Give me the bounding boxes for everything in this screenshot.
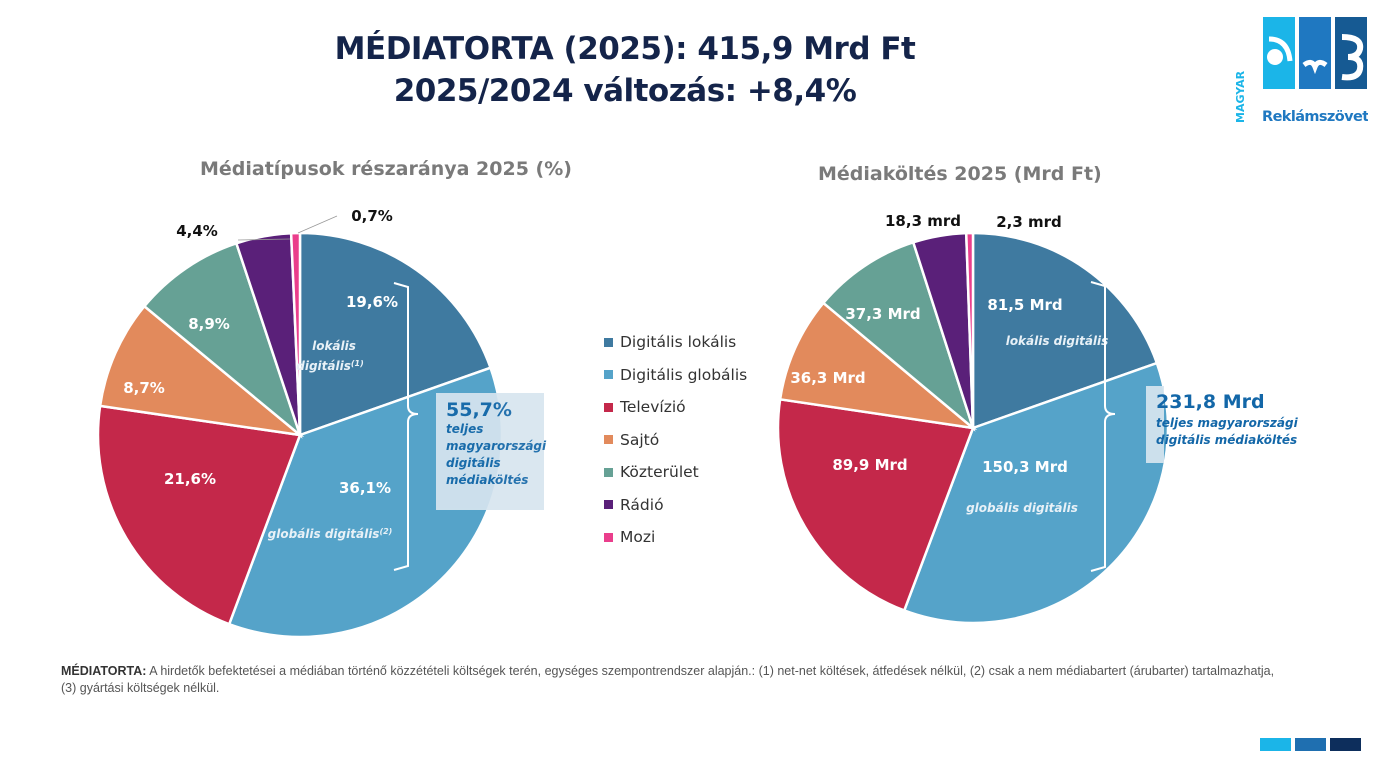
callout-1-line: digitális [446, 456, 501, 470]
slice-label: 0,7% [351, 207, 393, 225]
legend-label: Rádió [620, 495, 664, 514]
legend-item: Közterület [604, 456, 747, 489]
pie-slice-mozi [964, 231, 975, 429]
callout-1-line: magyarországi [446, 439, 547, 453]
logo-side-text: MAGYAR [1234, 70, 1247, 123]
slice-label: 8,9% [188, 315, 230, 333]
decor-bar-3 [1330, 738, 1361, 751]
title-line-1: MÉDIATORTA (2025): 415,9 Mrd Ft [334, 31, 916, 67]
digital-brace [393, 282, 419, 571]
callout-2-bg [1146, 386, 1164, 463]
slice-label: 89,9 Mrd [832, 456, 907, 474]
slice-label: 2,3 mrd [996, 213, 1062, 231]
chart-2-title: Médiaköltés 2025 (Mrd Ft) [818, 163, 1102, 185]
slice-label: 81,5 Mrd [987, 296, 1062, 314]
legend-swatch [604, 370, 613, 380]
slice-sublabel: lokális [312, 339, 356, 353]
decorative-bars [1260, 738, 1361, 751]
legend-label: Televízió [620, 398, 686, 417]
legend-item: Sajtó [604, 424, 747, 457]
slice-sublabel: digitális(1) [296, 359, 364, 374]
legend-swatch [604, 402, 613, 412]
legend-label: Digitális lokális [620, 333, 737, 352]
legend-item: Televízió [604, 391, 747, 424]
callout-1: 55,7% teljes magyarországi digitális méd… [436, 393, 547, 510]
page-title: MÉDIATORTA (2025): 415,9 Mrd Ft 2025/202… [0, 28, 1250, 112]
callout-2-line: digitális médiaköltés [1156, 433, 1298, 447]
legend-item: Mozi [604, 521, 747, 554]
legend-item: Rádió [604, 489, 747, 522]
legend-swatch [604, 337, 613, 347]
pie-chart-1: 19,6% 36,1% 21,6% 8,7% 8,9% 4,4% 0,7% lokális di… [96, 207, 504, 639]
legend-label: Mozi [620, 528, 656, 547]
pie-slice-sajt- [778, 301, 978, 430]
callout-1-value: 55,7% [446, 399, 512, 421]
legend-swatch [604, 500, 613, 510]
title-line-2: 2025/2024 változás: +8,4% [393, 73, 857, 109]
pie-slice-telev-zi- [776, 397, 975, 613]
footnote: MÉDIATORTA: A hirdetők befektetései a mé… [61, 663, 1291, 697]
footnote-text: A hirdetők befektetései a médiában törté… [61, 664, 1275, 695]
pie-slice-digit-lis-glob-lis [902, 361, 1170, 625]
slice-sublabel: globális digitális [966, 501, 1078, 515]
legend-label: Sajtó [620, 430, 660, 449]
slice-label: 8,7% [123, 379, 165, 397]
legend-label: Digitális globális [620, 365, 748, 384]
legend-swatch [604, 532, 613, 542]
logo-name: Reklámszövetség [1262, 109, 1368, 125]
callout-2-line: teljes magyarországi [1156, 416, 1298, 430]
slice-label: 36,3 Mrd [790, 369, 865, 387]
legend-swatch [604, 467, 613, 477]
slice-label: 19,6% [346, 293, 398, 311]
legend-swatch [604, 435, 613, 445]
pie-slice-mozi [289, 231, 302, 436]
decor-bar-1 [1260, 738, 1291, 751]
slice-label: 37,3 Mrd [845, 305, 920, 323]
callout-2-value: 231,8 Mrd [1156, 391, 1265, 413]
chart-1-title: Médiatípusok részaránya 2025 (%) [200, 158, 572, 180]
pie-slice-k-zter-let [142, 241, 303, 439]
decor-bar-2 [1295, 738, 1326, 751]
logo-block-2 [1299, 17, 1331, 89]
slice-label: 4,4% [176, 222, 218, 240]
slice-sublabel: lokális digitális [1006, 334, 1109, 348]
callout-1-line: teljes [446, 422, 484, 436]
digital-brace [1090, 281, 1116, 572]
pie-slice-telev-zi- [96, 404, 302, 626]
slice-label: 150,3 Mrd [982, 458, 1068, 476]
legend-label: Közterület [620, 463, 699, 482]
leader-line [237, 238, 291, 241]
slice-label: 36,1% [339, 479, 391, 497]
logo-dot [1267, 49, 1283, 65]
slice-label: 18,3 mrd [885, 212, 961, 230]
legend-item: Digitális globális [604, 359, 747, 392]
slice-label: 21,6% [164, 470, 216, 488]
logo: MAGYAR Reklámszövetség [1234, 17, 1368, 125]
legend: Digitális lokális Digitális globális Tel… [604, 326, 747, 554]
callout-2: 231,8 Mrd teljes magyarországi digitális… [1156, 391, 1298, 449]
pie-slice-k-zter-let [821, 240, 976, 432]
callout-1-line: médiaköltés [446, 473, 529, 487]
legend-item: Digitális lokális [604, 326, 747, 359]
footnote-lead: MÉDIATORTA: [61, 664, 147, 678]
slice-sublabel: globális digitális(2) [268, 527, 393, 542]
pie-chart-2: 81,5 Mrd 150,3 Mrd 89,9 Mrd 36,3 Mrd 37,3 Mr… [776, 212, 1170, 625]
leader-line [297, 215, 338, 234]
pie-slice-sajt- [98, 304, 305, 437]
